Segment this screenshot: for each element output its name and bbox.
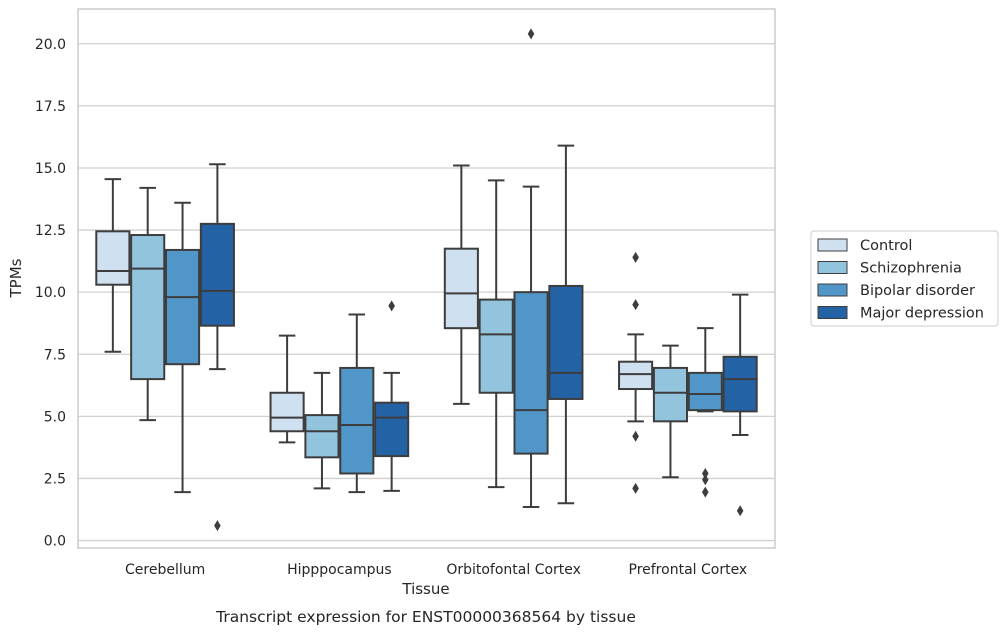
outlier-marker <box>527 28 535 40</box>
y-tick-label: 15.0 <box>35 161 66 177</box>
box-2-2 <box>513 28 549 509</box>
box-body <box>443 247 479 330</box>
box-0-2 <box>164 201 201 494</box>
box-3-1 <box>652 344 689 479</box>
outlier-marker <box>214 520 221 532</box>
y-tick-label: 12.5 <box>35 223 66 239</box>
outlier-marker <box>736 505 744 517</box>
y-axis-label: TPMs <box>7 258 25 298</box>
box-body <box>374 401 410 458</box>
box-1-1 <box>304 371 340 490</box>
box-body <box>269 391 305 433</box>
box-3-0 <box>618 251 654 494</box>
legend-label: Schizophrenia <box>860 261 962 277</box>
box-body <box>618 360 654 391</box>
box-body <box>199 222 235 327</box>
legend-label: Control <box>860 238 912 254</box>
box-body <box>652 366 689 423</box>
outlier-marker <box>702 474 709 486</box>
box-body <box>722 355 758 413</box>
box-body <box>478 298 514 394</box>
box-body <box>339 366 375 475</box>
legend-swatch <box>817 261 848 274</box>
y-tick-label: 5.0 <box>44 409 66 425</box>
box-2-0 <box>443 164 479 405</box>
outlier-marker <box>632 430 639 442</box>
box-0-0 <box>95 178 131 353</box>
legend-swatch <box>817 306 848 319</box>
legend: Control Schizophrenia Bipolar disorder Majo… <box>810 230 999 327</box>
box-body <box>130 234 166 381</box>
x-tick-label: Cerebellum <box>125 562 205 578</box>
x-axis-label: Tissue <box>401 580 449 598</box>
y-tick-label: 7.5 <box>44 347 66 363</box>
y-tick-label: 17.5 <box>35 99 66 115</box>
figure-caption: Transcript expression for ENST0000036856… <box>215 608 636 626</box>
outlier-marker <box>702 486 709 498</box>
outlier-marker <box>702 467 709 479</box>
outlier-marker <box>632 482 639 494</box>
x-tick-label: Orbitofontal Cortex <box>446 562 581 578</box>
x-tick-label: Hipppocampus <box>287 562 392 578</box>
legend-swatch <box>817 283 848 297</box>
outlier-marker <box>632 299 639 311</box>
plot-frame <box>77 8 776 549</box>
x-axis-ticks: Cerebellum Hipppocampus Orbitofontal Corte… <box>125 562 747 578</box>
box-1-2 <box>339 313 375 494</box>
y-tick-label: 20.0 <box>35 37 66 53</box>
legend-label: Major depression <box>860 306 984 322</box>
plot-area <box>95 28 758 532</box>
box-body <box>95 230 131 286</box>
box-body <box>164 248 201 366</box>
box-2-3 <box>548 144 584 505</box>
box-body <box>513 291 549 455</box>
box-3-2 <box>687 327 723 498</box>
legend-label: Bipolar disorder <box>860 283 975 299</box>
box-1-0 <box>269 334 305 444</box>
box-body <box>687 371 723 412</box>
box-0-1 <box>130 186 166 422</box>
y-tick-label: 0.0 <box>44 534 66 550</box>
box-1-3 <box>374 300 410 492</box>
x-tick-label: Prefrontal Cortex <box>629 562 748 578</box>
box-3-3 <box>722 293 758 517</box>
outlier-marker <box>632 251 639 263</box>
box-body <box>304 414 340 459</box>
legend-frame <box>810 230 999 327</box>
legend-swatch <box>817 238 848 252</box>
y-axis-ticks: 0.0 2.5 5.0 7.5 10.0 12.5 15.0 17.5 20.0 <box>35 37 66 550</box>
outlier-marker <box>388 300 395 312</box>
y-tick-label: 2.5 <box>44 471 66 487</box>
box-0-3 <box>199 163 235 532</box>
y-tick-label: 10.0 <box>35 285 66 301</box>
box-body <box>548 284 584 400</box>
box-2-1 <box>478 179 514 489</box>
